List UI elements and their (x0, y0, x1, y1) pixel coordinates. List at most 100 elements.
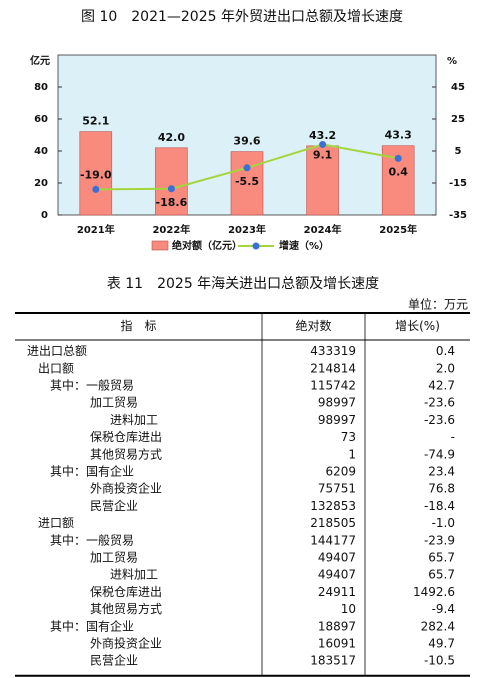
table-unit: 单位：万元 (408, 297, 468, 312)
x-tick-label: 2024年 (304, 223, 342, 236)
row-label: 进料加工 (110, 413, 158, 427)
row-label: 进口额 (38, 516, 74, 530)
row-label: 其他贸易方式 (90, 446, 162, 461)
cell-value: 1 (348, 447, 356, 461)
line-value-label: -18.6 (156, 196, 188, 209)
row-label: 民营企业 (90, 498, 138, 513)
line-value-label: -5.5 (235, 175, 259, 188)
cell-value: 1492.6 (413, 585, 455, 599)
x-tick-label: 2022年 (152, 223, 190, 236)
cell-value: -74.9 (424, 447, 455, 461)
line-value-label: 9.1 (313, 148, 333, 161)
line-point (167, 185, 175, 193)
x-tick-label: 2023年 (228, 223, 266, 236)
y-tick-label: 20 (34, 178, 48, 189)
cell-value: 2.0 (436, 361, 455, 375)
y2-axis-label: % (447, 56, 457, 67)
cell-value: 16091 (318, 637, 356, 651)
bar (79, 131, 113, 216)
bar-value-label: 43.2 (309, 129, 336, 142)
x-tick-label: 2021年 (77, 223, 115, 236)
x-tick-label: 2025年 (379, 223, 417, 236)
cell-value: 23.4 (428, 465, 455, 479)
legend-label: 绝对额（亿元） (172, 239, 242, 252)
cell-value: -18.4 (424, 499, 455, 513)
bar (155, 147, 188, 216)
line-point (394, 154, 402, 162)
table-header: 指 标 (120, 318, 156, 333)
y-tick-label: 0 (41, 210, 48, 221)
cell-value: 98997 (318, 413, 356, 427)
cell-value: 24911 (318, 585, 356, 599)
cell-value: 214814 (310, 361, 356, 375)
cell-value: -23.9 (424, 533, 455, 547)
table-title: 表 11 2025 年海关进出口总额及增长速度 (107, 276, 379, 292)
cell-value: -9.4 (432, 602, 455, 616)
cell-value: 433319 (310, 344, 356, 358)
y-axis-label: 亿元 (30, 54, 50, 67)
cell-value: 65.7 (428, 551, 455, 565)
bar-value-label: 52.1 (82, 115, 109, 128)
line-point (92, 185, 100, 193)
cell-value: - (451, 430, 455, 444)
cell-value: 0.4 (436, 344, 455, 358)
cell-value: 42.7 (428, 379, 455, 393)
cell-value: 18897 (318, 619, 356, 633)
cell-value: 144177 (310, 533, 356, 547)
cell-value: 49407 (318, 551, 356, 565)
row-label: 其中：一般贸易 (50, 378, 134, 393)
y-tick-label: 80 (34, 82, 48, 93)
cell-value: 65.7 (428, 568, 455, 582)
cell-value: -23.6 (424, 413, 455, 427)
y2-tick-label: 25 (451, 114, 465, 125)
row-label: 出口额 (38, 361, 74, 375)
y2-tick-label: 45 (451, 82, 465, 93)
cell-value: -23.6 (424, 396, 455, 410)
y-tick-label: 40 (34, 146, 48, 157)
y2-tick-label: -15 (449, 178, 467, 189)
cell-value: 183517 (310, 654, 356, 668)
row-label: 外商投资企业 (90, 636, 162, 651)
cell-value: 49.7 (428, 637, 455, 651)
bar (230, 151, 264, 216)
row-label: 其中：国有企业 (50, 618, 134, 633)
row-label: 保税仓库进出 (90, 429, 162, 444)
bar-value-label: 43.3 (385, 129, 412, 142)
legend-marker (252, 242, 260, 250)
row-label: 加工贸易 (90, 551, 138, 565)
cell-value: -1.0 (432, 516, 455, 530)
cell-value: 282.4 (421, 619, 455, 633)
cell-value: 10 (341, 602, 356, 616)
row-label: 进出口总额 (27, 344, 87, 358)
bar-value-label: 42.0 (158, 131, 185, 144)
table-header: 绝对数 (295, 318, 331, 333)
cell-value: 218505 (310, 516, 356, 530)
cell-value: 73 (341, 430, 356, 444)
cell-value: 6209 (325, 465, 356, 479)
bar-value-label: 39.6 (233, 135, 260, 148)
line-value-label: -19.0 (80, 168, 112, 181)
cell-value: 75751 (318, 482, 356, 496)
cell-value: 132853 (310, 499, 356, 513)
line-point (243, 164, 251, 172)
row-label: 其他贸易方式 (90, 601, 162, 616)
bar (306, 145, 339, 216)
cell-value: 49407 (318, 568, 356, 582)
line-point (319, 140, 327, 148)
legend-swatch (151, 240, 169, 251)
row-label: 加工贸易 (90, 396, 138, 410)
y-tick-label: 60 (34, 114, 48, 125)
cell-value: -10.5 (424, 654, 455, 668)
chart-title: 图 10 2021—2025 年外贸进出口总额及增长速度 (81, 9, 403, 25)
line-value-label: 0.4 (388, 165, 408, 178)
cell-value: 115742 (310, 379, 356, 393)
legend-label: 增速（%） (279, 239, 329, 252)
y2-tick-label: 5 (455, 146, 462, 157)
row-label: 外商投资企业 (90, 481, 162, 496)
row-label: 其中：一般贸易 (50, 532, 134, 547)
cell-value: 98997 (318, 396, 356, 410)
row-label: 进料加工 (110, 568, 158, 582)
row-label: 其中：国有企业 (50, 464, 134, 479)
cell-value: 76.8 (428, 482, 455, 496)
